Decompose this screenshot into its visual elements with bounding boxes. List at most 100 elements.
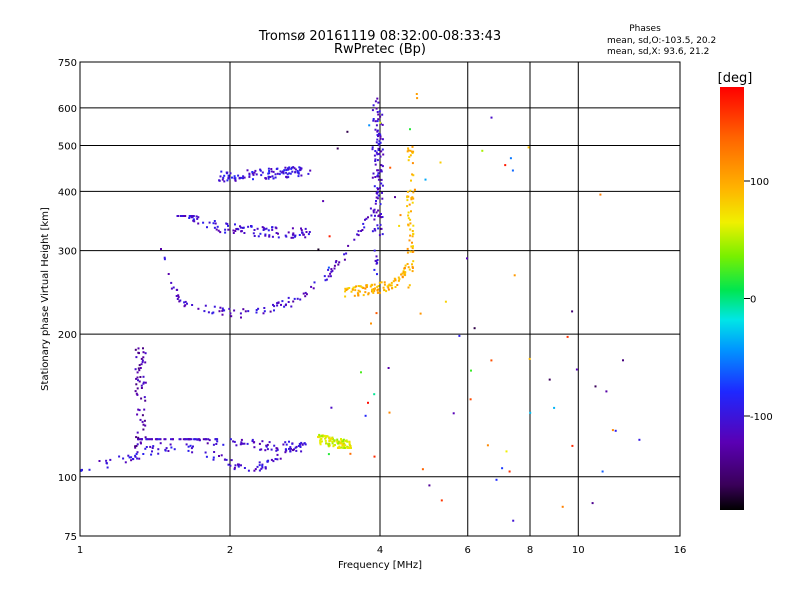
echo-point xyxy=(458,334,461,337)
echo-point xyxy=(377,101,380,104)
echo-point xyxy=(375,196,378,199)
echo-point xyxy=(394,278,397,281)
echo-point xyxy=(324,279,327,282)
echo-point xyxy=(324,436,327,439)
echo-point xyxy=(290,166,293,169)
echo-point xyxy=(407,149,410,152)
echo-point xyxy=(361,229,364,231)
echo-point xyxy=(242,226,245,229)
echo-point xyxy=(373,455,376,458)
echo-point xyxy=(172,286,175,289)
echo-point xyxy=(367,401,369,404)
echo-point xyxy=(138,380,141,383)
echo-point xyxy=(409,218,412,221)
echo-point xyxy=(285,175,288,178)
echo-point xyxy=(378,281,381,284)
echo-point xyxy=(142,428,145,431)
echo-point xyxy=(341,443,344,445)
echo-point xyxy=(504,164,507,167)
echo-point xyxy=(271,175,274,178)
echo-point xyxy=(239,312,242,315)
echo-point xyxy=(225,458,228,461)
echo-point xyxy=(301,443,304,446)
echo-point xyxy=(140,363,143,366)
echo-point xyxy=(410,197,413,199)
echo-point xyxy=(575,368,578,371)
echo-point xyxy=(105,462,108,464)
echo-point xyxy=(364,218,366,221)
echo-point xyxy=(183,305,186,308)
echo-point xyxy=(512,519,515,522)
echo-point xyxy=(376,197,379,200)
echo-point xyxy=(490,116,493,119)
echo-point xyxy=(376,259,379,261)
echo-point xyxy=(327,275,330,278)
echo-point xyxy=(406,251,409,254)
echo-point xyxy=(251,438,254,441)
echo-point xyxy=(408,284,411,287)
echo-point xyxy=(290,236,293,239)
echo-point xyxy=(137,408,140,411)
echo-point xyxy=(207,311,210,314)
echo-point xyxy=(149,445,152,448)
echo-point xyxy=(605,390,608,393)
echo-point xyxy=(227,228,230,231)
echo-point xyxy=(227,174,230,177)
echo-point xyxy=(527,146,530,149)
echo-point xyxy=(140,438,143,441)
colorbar-ticks: 100 0 -100 xyxy=(744,177,773,423)
echo-point xyxy=(380,216,383,219)
echo-point xyxy=(328,440,331,442)
echo-point xyxy=(412,224,415,227)
echo-point xyxy=(389,284,392,287)
echo-point xyxy=(243,232,246,234)
echo-point xyxy=(283,305,286,308)
echo-point xyxy=(261,171,264,174)
echo-point xyxy=(345,252,348,255)
echo-point xyxy=(353,238,356,241)
echo-point xyxy=(144,352,147,355)
echo-point xyxy=(379,223,382,226)
echo-point xyxy=(328,444,331,447)
x-tick-label: 16 xyxy=(674,545,687,556)
echo-point xyxy=(146,438,149,441)
echo-point xyxy=(255,173,258,176)
echo-point xyxy=(378,140,381,143)
echo-point xyxy=(362,286,365,289)
echo-point xyxy=(357,234,360,237)
echo-point xyxy=(214,222,217,225)
echo-point xyxy=(136,457,139,460)
echo-point xyxy=(257,307,260,310)
echo-point xyxy=(265,444,268,447)
grid xyxy=(80,62,680,536)
echo-point xyxy=(297,172,300,175)
echo-point xyxy=(378,110,381,113)
echo-point xyxy=(187,438,190,441)
echo-point xyxy=(234,223,236,226)
echo-point xyxy=(219,306,222,309)
echo-point xyxy=(509,157,512,160)
echo-point xyxy=(142,381,145,384)
echo-point xyxy=(385,290,388,293)
echo-point xyxy=(375,124,378,127)
echo-point xyxy=(216,440,219,443)
scatter-points xyxy=(80,93,641,522)
echo-point xyxy=(144,436,147,439)
echo-point xyxy=(374,128,377,131)
echo-point xyxy=(377,142,380,145)
echo-point xyxy=(240,441,243,444)
echo-point xyxy=(137,379,139,382)
echo-point xyxy=(169,443,172,446)
echo-point xyxy=(408,239,411,242)
echo-point xyxy=(260,467,263,470)
echo-point xyxy=(266,443,269,446)
echo-point xyxy=(273,305,276,308)
echo-point xyxy=(218,455,220,457)
echo-point xyxy=(185,443,188,446)
echo-point xyxy=(269,176,272,178)
echo-point xyxy=(299,298,302,301)
echo-point xyxy=(614,429,617,432)
echo-point xyxy=(344,290,347,293)
echo-point xyxy=(124,461,127,464)
echo-point xyxy=(276,167,279,170)
